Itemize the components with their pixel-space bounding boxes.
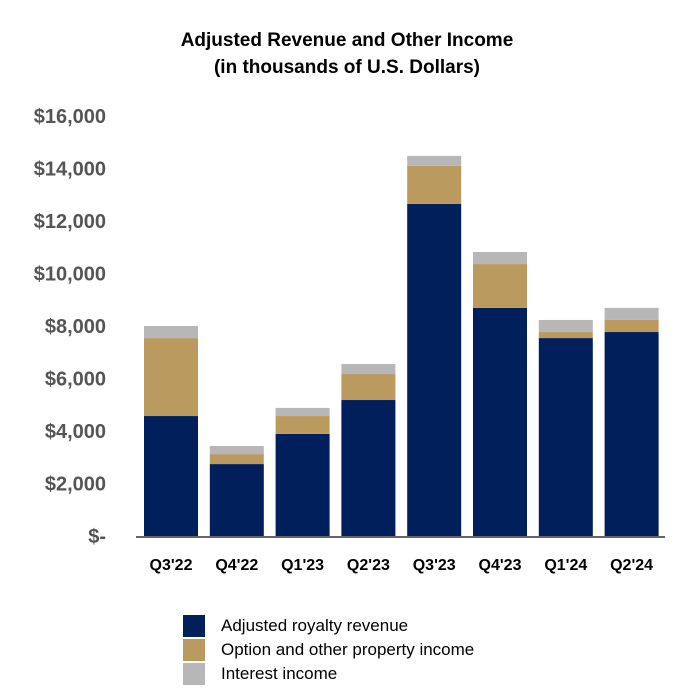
legend-swatch: [183, 615, 205, 637]
y-tick-label: $-: [88, 526, 106, 548]
bar-segment-royalty: [144, 416, 198, 536]
chart-title: Adjusted Revenue and Other Income: [180, 30, 514, 51]
legend-item-royalty: Adjusted royalty revenue: [183, 614, 474, 638]
bar-segment-interest: [538, 319, 593, 333]
bar-segment-option: [275, 416, 330, 434]
bar-segment-option: [144, 338, 198, 417]
bar-segment-interest: [341, 364, 396, 375]
bar-segment-royalty: [341, 400, 396, 536]
y-tick-label: $12,000: [34, 211, 106, 233]
bar-segment-royalty: [209, 464, 264, 536]
bar-segment-interest: [604, 307, 659, 320]
legend: Adjusted royalty revenue Option and othe…: [183, 614, 474, 686]
x-tick-label: Q1'24: [544, 557, 587, 574]
bar-segment-interest: [473, 251, 527, 265]
legend-item-option: Option and other property income: [183, 638, 474, 662]
y-tick-label: $4,000: [45, 421, 106, 443]
legend-label: Interest income: [221, 664, 338, 683]
x-tick-label: Q3'22: [150, 557, 193, 574]
x-tick-label: Q1'23: [281, 557, 324, 574]
bar-segment-royalty: [473, 307, 527, 536]
legend-item-interest: Interest income: [183, 662, 474, 686]
y-tick-label: $14,000: [34, 159, 106, 181]
bar-segment-royalty: [538, 338, 593, 536]
bar-segment-option: [538, 332, 593, 339]
bar-segment-option: [209, 454, 264, 465]
legend-label: Option and other property income: [221, 640, 475, 659]
y-tick-label: $10,000: [34, 264, 106, 286]
y-tick-label: $2,000: [45, 474, 106, 496]
x-tick-label: Q3'23: [413, 557, 456, 574]
bar-segment-option: [407, 165, 462, 204]
x-tick-label: Q2'24: [610, 557, 653, 574]
bar-segment-option: [604, 319, 659, 333]
bar-segment-interest: [407, 155, 462, 166]
y-tick-label: $8,000: [45, 316, 106, 338]
chart-subtitle: (in thousands of U.S. Dollars): [213, 57, 480, 78]
x-tick-label: Q2'23: [347, 557, 390, 574]
bar-segment-interest: [209, 445, 264, 455]
legend-swatch: [183, 663, 205, 685]
bar-segment-royalty: [275, 433, 330, 536]
x-tick-label: Q4'22: [215, 557, 258, 574]
legend-swatch: [183, 639, 205, 661]
bar-segment-royalty: [604, 332, 659, 536]
x-tick-label: Q4'23: [479, 557, 522, 574]
bar-segment-option: [341, 374, 396, 401]
y-tick-label: $16,000: [34, 106, 106, 128]
legend-label: Adjusted royalty revenue: [221, 616, 409, 635]
bar-segment-royalty: [407, 203, 462, 536]
bar-segment-option: [473, 264, 527, 308]
bar-segment-interest: [275, 407, 330, 417]
y-tick-label: $6,000: [45, 369, 106, 391]
bar-segment-interest: [144, 326, 198, 339]
